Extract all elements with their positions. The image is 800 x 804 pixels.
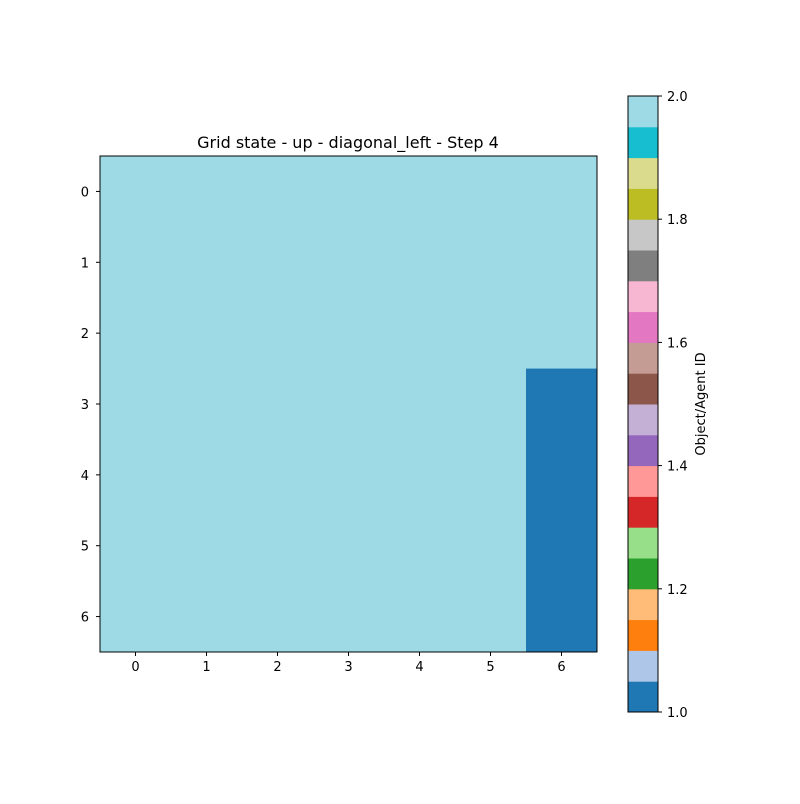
x-tick-label: 4	[415, 660, 423, 675]
heatmap-cell	[100, 297, 172, 370]
colorbar-segment	[628, 434, 658, 467]
colorbar-segment	[628, 250, 658, 282]
heatmap-cell	[313, 439, 385, 511]
heatmap-cell	[526, 439, 598, 511]
heatmap-cell	[100, 156, 172, 228]
heatmap-cell	[171, 581, 243, 653]
heatmap-cell	[100, 368, 172, 440]
colorbar-tick-label: 1.8	[667, 213, 688, 228]
heatmap-cell	[455, 226, 527, 299]
heatmap-cell	[526, 581, 598, 653]
colorbar-segment	[628, 188, 658, 220]
colorbar-segment	[628, 219, 658, 251]
heatmap-cell	[384, 297, 456, 370]
colorbar-tick-label: 1.4	[667, 460, 688, 475]
heatmap-cell	[171, 297, 243, 370]
heatmap-cell	[242, 297, 314, 370]
colorbar-label: Object/Agent ID	[694, 352, 709, 455]
colorbar-segment	[628, 619, 658, 651]
colorbar-segment	[628, 342, 658, 374]
heatmap-cell	[100, 581, 172, 653]
heatmap-cell	[455, 368, 527, 440]
y-tick-label: 1	[81, 256, 89, 271]
colorbar	[628, 96, 658, 713]
y-tick-label: 0	[81, 185, 89, 200]
x-tick-label: 5	[486, 660, 494, 675]
heatmap-cell	[313, 156, 385, 228]
colorbar-segment	[628, 588, 658, 621]
heatmap-cell	[100, 510, 172, 582]
heatmap-cell	[455, 510, 527, 582]
heatmap-cell	[242, 439, 314, 511]
heatmap-cell	[242, 156, 314, 228]
heatmap-cell	[455, 297, 527, 370]
heatmap-cell	[242, 581, 314, 653]
x-axis: 0 1 2 3 4 5 6	[131, 652, 566, 675]
heatmap-cell	[313, 226, 385, 299]
x-tick-label: 0	[131, 660, 139, 675]
y-tick-label: 3	[81, 398, 89, 413]
heatmap-cell	[171, 439, 243, 511]
heatmap-cell	[384, 368, 456, 440]
heatmap-cell	[313, 581, 385, 653]
heatmap-cell	[384, 510, 456, 582]
heatmap-cell	[455, 156, 527, 228]
x-tick-label: 2	[273, 660, 281, 675]
colorbar-segment	[628, 558, 658, 590]
heatmap-cell	[526, 510, 598, 582]
heatmap-cell	[384, 581, 456, 653]
colorbar-segment	[628, 465, 658, 497]
x-tick-label: 1	[202, 660, 210, 675]
heatmap-cell	[100, 226, 172, 299]
colorbar-frame	[627, 95, 659, 713]
colorbar-segment	[628, 681, 658, 713]
colorbar-segment	[628, 311, 658, 343]
x-tick-label: 6	[557, 660, 565, 675]
colorbar-segment	[628, 496, 658, 528]
heatmap-cell	[171, 226, 243, 299]
heatmap-cell	[384, 156, 456, 228]
heatmap-cells	[100, 156, 598, 653]
heatmap-cell	[242, 226, 314, 299]
heatmap-cell	[526, 156, 598, 228]
heatmap-cell	[313, 297, 385, 370]
colorbar-segment	[628, 650, 658, 682]
colorbar-segment	[628, 126, 658, 159]
colorbar-tick-label: 1.2	[667, 583, 688, 598]
colorbar-axis: 1.0 1.2 1.4 1.6 1.8 2.0	[658, 90, 688, 721]
y-tick-label: 6	[81, 611, 89, 626]
heatmap-cell	[171, 156, 243, 228]
y-tick-label: 5	[81, 540, 89, 555]
heatmap-cell	[384, 439, 456, 511]
heatmap-cell	[242, 368, 314, 440]
heatmap-cell	[526, 226, 598, 299]
heatmap-cell	[526, 297, 598, 370]
heatmap-cell	[384, 226, 456, 299]
heatmap-cell	[455, 581, 527, 653]
colorbar-tick-label: 2.0	[667, 90, 688, 105]
colorbar-segment	[628, 404, 658, 436]
heatmap-cell	[455, 439, 527, 511]
colorbar-tick-label: 1.6	[667, 336, 688, 351]
y-tick-label: 2	[81, 327, 89, 342]
colorbar-tick-label: 1.0	[667, 706, 688, 721]
colorbar-segment	[628, 157, 658, 189]
y-tick-label: 4	[81, 469, 89, 484]
heatmap-cell	[100, 439, 172, 511]
heatmap-cell	[526, 368, 598, 440]
chart-title: Grid state - up - diagonal_left - Step 4	[197, 133, 499, 153]
heatmap-cell	[242, 510, 314, 582]
colorbar-segment	[628, 96, 658, 128]
y-axis: 0 1 2 3 4 5 6	[81, 185, 100, 626]
colorbar-segment	[628, 280, 658, 313]
colorbar-segment	[628, 527, 658, 559]
heatmap-cell	[313, 368, 385, 440]
x-tick-label: 3	[344, 660, 352, 675]
colorbar-segment	[628, 373, 658, 405]
heatmap-cell	[171, 510, 243, 582]
heatmap-cell	[313, 510, 385, 582]
heatmap-cell	[171, 368, 243, 440]
